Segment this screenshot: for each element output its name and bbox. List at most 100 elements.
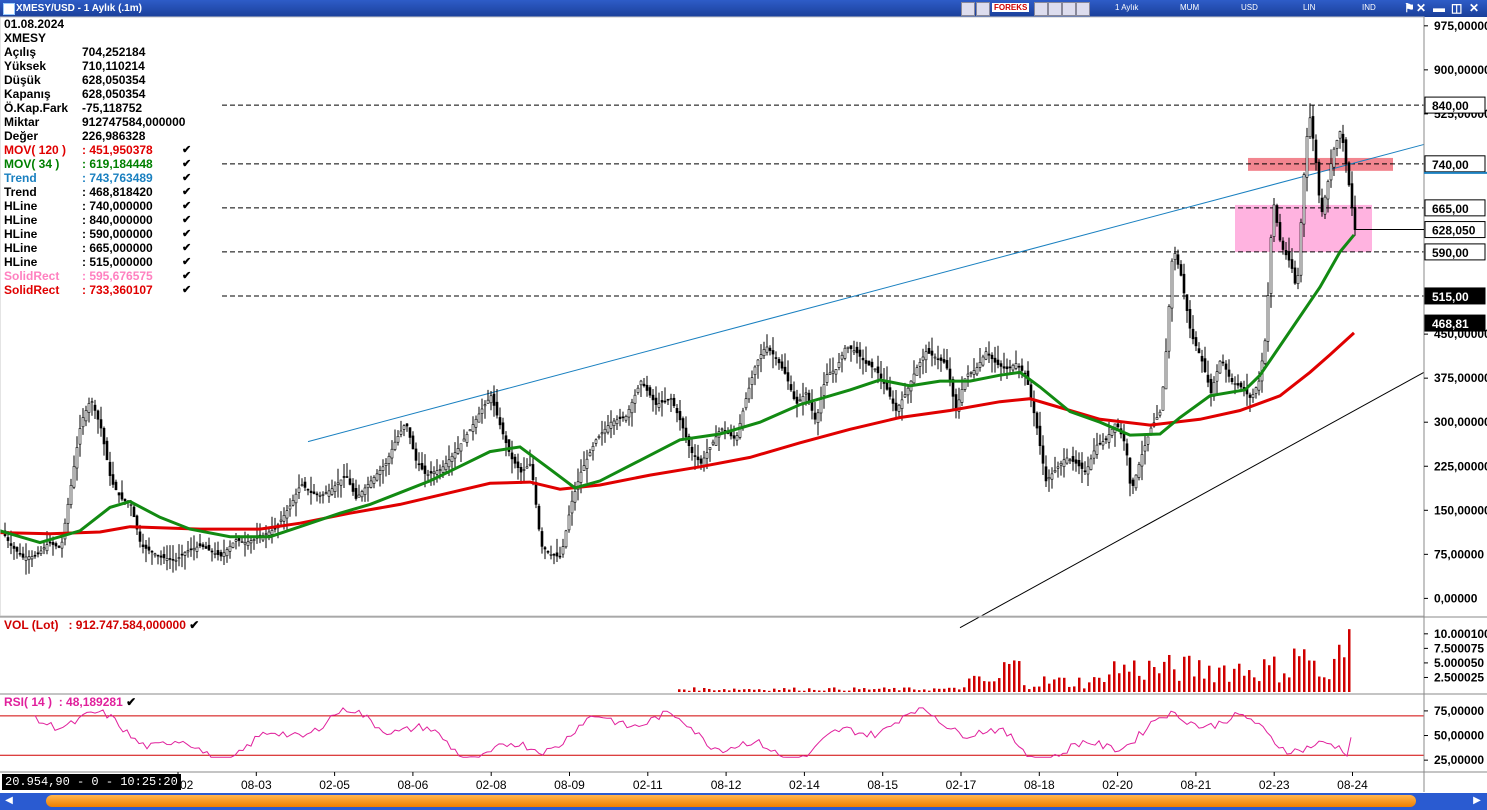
scroll-thumb[interactable] <box>46 795 1416 807</box>
volume-bar <box>1273 656 1276 692</box>
ohlc-label: Değer <box>4 129 39 143</box>
candle-body <box>1179 264 1183 276</box>
restore-button[interactable]: ◫ <box>1451 1 1463 15</box>
mode-select[interactable]: IND <box>1362 3 1376 12</box>
candle-body <box>645 384 649 391</box>
check-icon[interactable]: ✔ <box>182 144 192 156</box>
indicator-row[interactable]: HLine: 515,000000 ✔ <box>4 255 204 269</box>
horizontal-lines <box>222 104 1424 297</box>
candle-body <box>942 359 946 363</box>
candle-body <box>1275 205 1279 223</box>
candle-body <box>1353 207 1357 230</box>
rsi-value: : 48,189281 <box>58 695 123 709</box>
indicator-row[interactable]: Trend: 468,818420 ✔ <box>4 185 204 199</box>
toolbar-icon-3[interactable] <box>1034 2 1048 16</box>
horizontal-scrollbar[interactable]: ◀ ▶ <box>0 793 1487 810</box>
y-tick-label: 225,00000 <box>1434 459 1487 473</box>
candle-body <box>513 456 517 464</box>
candle-body <box>1233 383 1237 385</box>
indicator-row[interactable]: HLine: 590,000000 ✔ <box>4 227 204 241</box>
check-icon[interactable]: ✔ <box>182 242 192 254</box>
candle-body <box>738 423 742 438</box>
candle-body <box>357 494 361 498</box>
volume-bar <box>723 689 726 692</box>
minimize-button[interactable]: ▬ <box>1433 1 1445 15</box>
bookmark-icon[interactable]: ⚑ <box>1404 1 1415 15</box>
period-select[interactable]: 1 Aylık <box>1115 3 1139 12</box>
check-icon[interactable]: ✔ <box>182 186 192 198</box>
candle-body <box>1038 425 1042 446</box>
candle-body <box>36 552 40 555</box>
candle-body <box>426 473 430 476</box>
candle-body <box>1296 275 1300 284</box>
candle-body <box>498 417 502 426</box>
crosshair-icon[interactable] <box>1076 2 1090 16</box>
candle-body <box>1086 466 1090 475</box>
check-icon[interactable]: ✔ <box>182 214 192 226</box>
volume-bar <box>918 690 921 692</box>
y-tick-label: 375,00000 <box>1434 371 1487 385</box>
candle-body <box>132 506 136 518</box>
toolbar-icon-1[interactable] <box>961 2 975 16</box>
candle-body <box>1317 161 1321 196</box>
volume-bar <box>1198 660 1201 692</box>
candle-body <box>774 357 778 359</box>
scale-select[interactable]: LIN <box>1303 3 1316 12</box>
indicator-value: : 733,360107 <box>82 283 153 297</box>
candle-body <box>843 347 847 359</box>
candle-body <box>579 471 583 483</box>
volume-bar <box>1118 673 1121 692</box>
volume-bar <box>903 687 906 692</box>
check-icon[interactable]: ✔ <box>182 228 192 240</box>
chart-style-select[interactable]: MUM <box>1180 3 1200 12</box>
check-icon[interactable]: ✔ <box>126 695 137 709</box>
check-icon[interactable]: ✔ <box>182 200 192 212</box>
indicator-value: : 515,000000 <box>82 255 153 269</box>
candle-body <box>189 548 193 551</box>
indicator-row[interactable]: HLine: 840,000000 ✔ <box>4 213 204 227</box>
indicator-row[interactable]: MOV( 34 ): 619,184448 ✔ <box>4 157 204 171</box>
indicator-row[interactable]: SolidRect: 595,676575 ✔ <box>4 269 204 283</box>
status-bar-text: 20.954,90 - 0 - 10:25:20 <box>2 774 181 790</box>
candle-body <box>123 498 127 502</box>
candle-body <box>981 356 985 366</box>
candle-body <box>1308 117 1312 138</box>
indicator-row[interactable]: MOV( 120 ): 451,950378 ✔ <box>4 143 204 157</box>
currency-select[interactable]: USD <box>1241 3 1258 12</box>
candle-body <box>828 372 832 375</box>
candle-body <box>1332 148 1336 168</box>
indicator-row[interactable]: Trend: 743,763489 ✔ <box>4 171 204 185</box>
check-icon[interactable]: ✔ <box>182 284 192 296</box>
scroll-right-icon[interactable]: ▶ <box>1473 795 1481 806</box>
draw-tool-icon[interactable] <box>1062 2 1076 16</box>
close-button[interactable]: ✕ <box>1469 1 1480 15</box>
indicator-row[interactable]: HLine: 740,000000 ✔ <box>4 199 204 213</box>
candle-body <box>1095 444 1099 455</box>
check-icon[interactable]: ✔ <box>182 270 192 282</box>
check-icon[interactable]: ✔ <box>182 256 192 268</box>
candle-body <box>99 419 103 429</box>
check-icon[interactable]: ✔ <box>189 618 200 632</box>
candle-body <box>639 380 643 386</box>
candle-body <box>480 408 484 414</box>
check-icon[interactable]: ✔ <box>182 158 192 170</box>
scroll-left-icon[interactable]: ◀ <box>5 795 13 806</box>
check-icon[interactable]: ✔ <box>182 172 192 184</box>
tools-icon[interactable]: ✕ <box>1416 1 1427 15</box>
candle-body <box>1335 140 1339 149</box>
candle-body <box>267 531 271 536</box>
volume-bar <box>1208 665 1211 692</box>
candle-body <box>210 550 214 553</box>
candle-body <box>93 404 97 411</box>
volume-bar <box>1013 660 1016 692</box>
toolbar-icon-2[interactable] <box>976 2 990 16</box>
toolbar-icon-4[interactable] <box>1048 2 1062 16</box>
indicator-row[interactable]: SolidRect: 733,360107 ✔ <box>4 283 204 297</box>
candle-body <box>870 361 874 368</box>
indicator-row[interactable]: HLine: 665,000000 ✔ <box>4 241 204 255</box>
candle-body <box>459 443 463 452</box>
candle-body <box>969 371 973 374</box>
candle-body <box>906 387 910 396</box>
candle-body <box>1221 361 1225 364</box>
